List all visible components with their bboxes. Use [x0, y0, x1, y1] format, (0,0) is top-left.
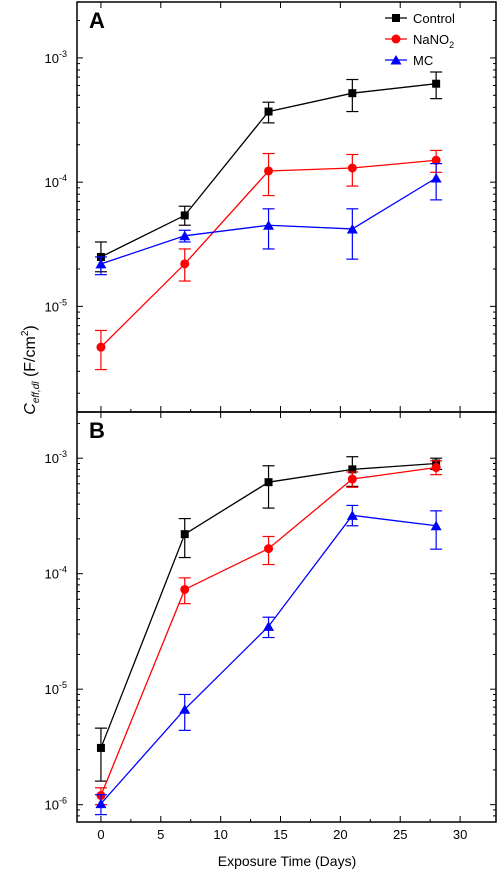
y-tick-label: 10-4	[45, 565, 67, 582]
y-tick-base: 10	[45, 798, 59, 813]
y-tick-exponent: -4	[59, 565, 67, 575]
x-tick-label: 30	[453, 827, 467, 842]
legend-label-text: MC	[413, 53, 433, 68]
data-point	[180, 211, 189, 220]
data-point	[180, 530, 189, 539]
y-tick-base: 10	[45, 175, 59, 190]
data-point	[96, 743, 105, 752]
y-label-superscript: 2	[20, 330, 31, 336]
data-point	[180, 259, 190, 269]
data-point	[264, 166, 274, 176]
y-tick-base: 10	[45, 299, 59, 314]
series-A-NaNO2	[94, 149, 443, 371]
legend-marker	[391, 34, 401, 44]
y-axis-label: Ceff,dl (F/cm2)	[20, 325, 42, 414]
data-point	[431, 155, 441, 165]
y-tick-base: 10	[45, 451, 59, 466]
plot-layer	[94, 71, 443, 816]
legend-marker	[390, 55, 402, 65]
series-B-NaNO2	[94, 460, 443, 806]
x-tick-label: 5	[157, 827, 164, 842]
series-A-MC	[94, 163, 443, 276]
y-tick-exponent: -3	[59, 49, 67, 59]
series-B-MC	[94, 504, 443, 816]
legend-entry: MC	[385, 53, 433, 68]
y-tick-label: 10-5	[45, 680, 67, 697]
y-tick-base: 10	[45, 51, 59, 66]
data-point	[95, 258, 107, 269]
y-tick-exponent: -3	[59, 449, 67, 459]
data-point	[264, 107, 273, 116]
x-tick-label: 25	[393, 827, 407, 842]
y-tick-label: 10-4	[45, 173, 67, 190]
data-point	[346, 510, 358, 520]
x-axis-label: Exposure Time (Days)	[218, 853, 356, 869]
panel-B-frame	[76, 411, 497, 823]
legend-label: MC	[413, 53, 433, 68]
data-point	[348, 89, 357, 98]
y-tick-base: 10	[45, 682, 59, 697]
data-point	[95, 798, 107, 809]
y-tick-label: 10-3	[45, 449, 67, 466]
data-point	[347, 474, 357, 484]
data-point	[264, 544, 274, 554]
y-label-symbol: C	[22, 403, 39, 415]
data-point	[179, 230, 191, 241]
legend-label-text: Control	[413, 11, 455, 26]
legend-label: NaNO2	[413, 32, 454, 50]
data-point	[264, 478, 273, 487]
y-tick-base: 10	[45, 567, 59, 582]
y-tick-exponent: -5	[59, 297, 67, 307]
x-tick-label: 15	[273, 827, 287, 842]
y-tick-label: 10-5	[45, 297, 67, 314]
axes-layer: A10-510-410-3B0 5 10 15 20 25 3010-610-510-410…	[45, 1, 497, 842]
y-tick-label: 10-6	[45, 796, 67, 813]
y-tick-exponent: -6	[59, 796, 67, 806]
legend-label: Control	[413, 11, 455, 26]
legend-marker	[392, 14, 400, 22]
panel-label: B	[89, 418, 105, 443]
data-point	[346, 223, 358, 234]
legend-entry: Control	[385, 11, 455, 26]
data-point	[96, 342, 106, 352]
y-tick-exponent: -5	[59, 680, 67, 690]
legend-entry: NaNO2	[385, 32, 454, 50]
data-point	[347, 163, 357, 173]
data-point	[263, 220, 275, 230]
y-tick-label: 10-3	[45, 49, 67, 66]
data-point	[430, 172, 442, 183]
data-point	[432, 79, 441, 88]
x-tick-label: 10	[213, 827, 227, 842]
data-point	[179, 704, 191, 714]
y-tick-exponent: -4	[59, 173, 67, 183]
y-label-subscript: eff,dl	[31, 381, 42, 403]
data-point	[430, 520, 442, 531]
legend-label-subscript: 2	[449, 40, 454, 50]
x-tick-label: 0	[97, 827, 104, 842]
data-point	[431, 463, 441, 473]
x-tick-label: 20	[333, 827, 347, 842]
y-label-unit: (F/cm	[22, 336, 39, 381]
panel-label: A	[89, 8, 105, 33]
data-point	[348, 465, 357, 474]
y-label-unit-close: )	[22, 325, 39, 330]
legend-label-text: NaNO	[413, 32, 449, 47]
legend: Control NaNO2 MC	[385, 11, 455, 68]
data-point	[180, 584, 190, 594]
data-point	[263, 621, 275, 631]
